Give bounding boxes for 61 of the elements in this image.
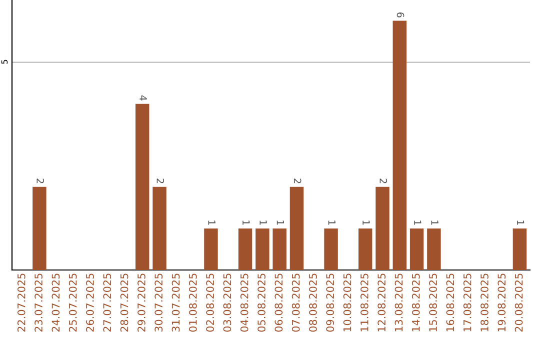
data-label: 1: [431, 220, 438, 225]
data-label: 2: [156, 178, 164, 184]
x-tick-label: 14.08.2025: [412, 274, 420, 332]
x-tick-label: 25.07.2025: [68, 274, 77, 332]
x-tick-label: 26.07.2025: [86, 274, 94, 332]
bar: [135, 104, 150, 270]
x-tick-label: 03.08.2025: [223, 274, 232, 332]
x-tick-label: 11.08.2025: [360, 274, 368, 332]
data-label: 1: [328, 220, 336, 225]
data-label: 1: [517, 220, 524, 225]
x-tick-label: 22.07.2025: [17, 274, 26, 332]
x-tick-label: 06.08.2025: [274, 274, 283, 332]
data-label: 4: [140, 95, 147, 101]
x-tick-label: 28.07.2025: [120, 274, 128, 332]
x-tick-label: 24.07.2025: [52, 274, 60, 332]
data-label: 2: [36, 178, 44, 184]
x-tick-label: 30.07.2025: [154, 274, 163, 332]
x-tick-label: 19.08.2025: [498, 274, 506, 332]
bar: [152, 186, 166, 270]
bar: [290, 186, 304, 270]
x-tick-label: 29.07.2025: [138, 274, 146, 332]
x-tick-label: 01.08.2025: [188, 274, 197, 332]
x-tick-label: 09.08.2025: [326, 274, 334, 332]
x-tick-label: 18.08.2025: [480, 274, 488, 332]
bar: [410, 228, 424, 270]
x-tick-label: 05.08.2025: [258, 274, 266, 332]
data-label: 1: [208, 220, 216, 225]
x-tick-label: 16.08.2025: [446, 274, 454, 332]
data-label: 1: [414, 220, 422, 225]
data-label: 6: [396, 12, 404, 18]
data-label: 2: [380, 178, 388, 184]
bar: [512, 228, 527, 270]
x-tick-label: 08.08.2025: [309, 274, 317, 332]
bar: [272, 228, 286, 270]
data-label: 1: [260, 220, 267, 225]
bar: [324, 228, 338, 270]
x-tick-label: 04.08.2025: [240, 274, 248, 332]
x-tick-label: 23.07.2025: [34, 274, 42, 332]
bar: [238, 228, 252, 270]
bar: [427, 228, 441, 270]
bar: [204, 228, 218, 270]
x-tick-label: 17.08.2025: [463, 274, 472, 332]
x-tick-label: 15.08.2025: [429, 274, 437, 332]
bar: [256, 228, 270, 270]
bar: [392, 20, 407, 270]
x-tick-label: 20.08.2025: [514, 274, 523, 332]
y-tick-label: 5: [1, 60, 8, 64]
x-tick-label: 07.08.2025: [292, 274, 300, 332]
x-tick-label: 13.08.2025: [394, 274, 403, 332]
bar: [32, 186, 46, 270]
x-tick-label: 12.08.2025: [378, 274, 386, 332]
x-tick-label: 27.07.2025: [103, 274, 112, 332]
data-label: 1: [276, 220, 284, 225]
x-tick-label: 10.08.2025: [343, 274, 352, 332]
data-label: 1: [362, 220, 370, 225]
data-label: 2: [294, 178, 302, 184]
x-tick-label: 02.08.2025: [206, 274, 214, 332]
data-label: 1: [242, 220, 250, 225]
bar: [376, 186, 390, 270]
bar: [358, 228, 372, 270]
x-tick-label: 31.07.2025: [172, 274, 180, 332]
